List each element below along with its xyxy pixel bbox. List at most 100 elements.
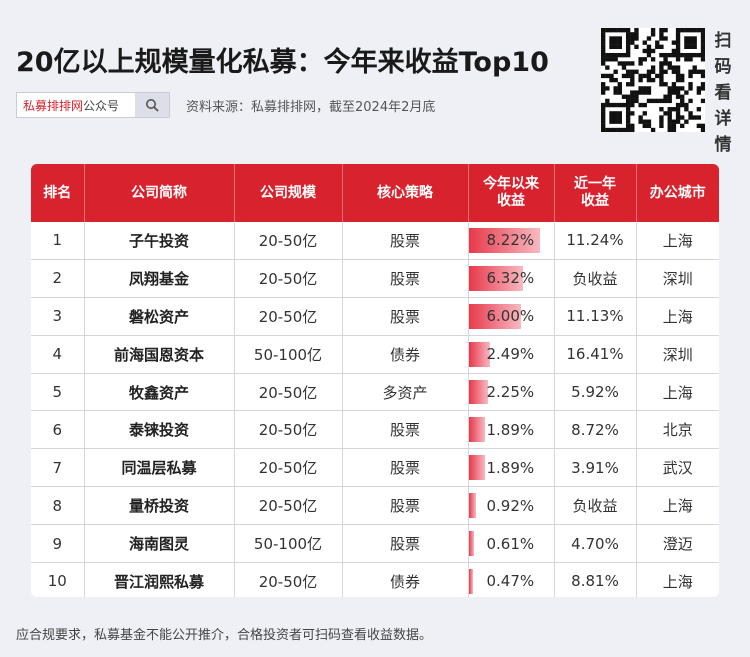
- ytd-return-cell: 8.22%: [468, 222, 555, 260]
- ytd-return-cell: 6.32%: [468, 259, 555, 298]
- ytd-return-value: 1.89%: [486, 420, 535, 439]
- search-box[interactable]: 私募排排网 公众号: [16, 92, 170, 118]
- table-row: 8 量桥投资 20-50亿 股票 0.92% 负收益 上海: [31, 486, 719, 526]
- city-cell: 上海: [636, 222, 719, 260]
- company-name-cell: 泰铼投资: [84, 410, 235, 450]
- header-company: 公司简称: [84, 164, 235, 222]
- scale-cell: 20-50亿: [234, 486, 343, 526]
- scan-label-char: 情: [714, 135, 732, 155]
- strategy-cell: 股票: [342, 297, 469, 336]
- scale-cell: 20-50亿: [234, 373, 343, 412]
- strategy-cell: 债券: [342, 335, 469, 374]
- strategy-cell: 股票: [342, 259, 469, 298]
- one-year-return-cell: 负收益: [554, 259, 637, 298]
- strategy-cell: 股票: [342, 524, 469, 564]
- header-rank: 排名: [31, 164, 85, 222]
- table-row: 10 晋江润熙私募 20-50亿 债券 0.47% 8.81% 上海: [31, 562, 719, 597]
- city-cell: 深圳: [636, 335, 719, 374]
- header-ytd-return: 今年以来 收益: [468, 164, 555, 222]
- header-scale: 公司规模: [234, 164, 343, 222]
- table-header-row: 排名 公司简称 公司规模 核心策略 今年以来 收益 近一年 收益 办公城市: [31, 164, 719, 222]
- rank-cell: 4: [31, 335, 85, 374]
- company-name-cell: 量桥投资: [84, 486, 235, 526]
- ytd-return-cell: 0.47%: [468, 562, 555, 597]
- search-icon: [146, 99, 159, 112]
- ytd-return-value: 8.22%: [486, 231, 535, 250]
- one-year-return-cell: 16.41%: [554, 335, 637, 374]
- table-row: 2 凤翔基金 20-50亿 股票 6.32% 负收益 深圳: [31, 259, 719, 298]
- city-cell: 上海: [636, 486, 719, 526]
- qr-code: [601, 28, 706, 133]
- ranking-table-card: 排名 公司简称 公司规模 核心策略 今年以来 收益 近一年 收益 办公城市 1 子午投资 20-50…: [31, 164, 719, 597]
- ytd-return-bar: [468, 265, 524, 291]
- rank-cell: 7: [31, 448, 85, 488]
- ytd-return-cell: 0.61%: [468, 524, 555, 564]
- compliance-note: 应合规要求，私募基金不能公开推介，合格投资者可扫码查看收益数据。: [16, 628, 433, 643]
- table-row: 5 牧鑫资产 20-50亿 多资产 2.25% 5.92% 上海: [31, 373, 719, 412]
- table-row: 1 子午投资 20-50亿 股票 8.22% 11.24% 上海: [31, 222, 719, 260]
- scan-label-char: 码: [714, 57, 732, 77]
- search-brand-text: 私募排排网: [23, 98, 84, 113]
- company-name-cell: 磐松资产: [84, 297, 235, 336]
- ytd-return-value: 6.32%: [486, 269, 535, 288]
- rank-cell: 1: [31, 222, 85, 260]
- ytd-return-bar: [468, 417, 485, 443]
- company-name-cell: 子午投资: [84, 222, 235, 260]
- ytd-return-bar: [468, 569, 473, 594]
- search-button[interactable]: [135, 93, 169, 117]
- ytd-return-value: 6.00%: [486, 307, 535, 326]
- table-row: 4 前海国恩资本 50-100亿 债券 2.49% 16.41% 深圳: [31, 335, 719, 374]
- header-strategy: 核心策略: [342, 164, 469, 222]
- page-title: 20亿以上规模量化私募：今年来收益Top10: [16, 47, 549, 78]
- rank-cell: 5: [31, 373, 85, 412]
- ytd-return-bar: [468, 531, 474, 557]
- company-name-cell: 海南图灵: [84, 524, 235, 564]
- company-name-cell: 晋江润熙私募: [84, 562, 235, 597]
- rank-cell: 6: [31, 410, 85, 450]
- ytd-return-value: 0.47%: [486, 572, 535, 591]
- ytd-return-bar: [468, 228, 540, 253]
- rank-cell: 3: [31, 297, 85, 336]
- rank-cell: 2: [31, 259, 85, 298]
- ytd-return-value: 1.89%: [486, 458, 535, 477]
- strategy-cell: 多资产: [342, 373, 469, 412]
- ytd-return-cell: 0.92%: [468, 486, 555, 526]
- city-cell: 深圳: [636, 259, 719, 298]
- scale-cell: 20-50亿: [234, 259, 343, 298]
- ytd-return-cell: 2.49%: [468, 335, 555, 374]
- ytd-return-cell: 1.89%: [468, 448, 555, 488]
- scan-label-char: 看: [714, 83, 732, 103]
- table-row: 3 磐松资产 20-50亿 股票 6.00% 11.13% 上海: [31, 297, 719, 336]
- rank-cell: 8: [31, 486, 85, 526]
- ytd-return-bar: [468, 455, 485, 481]
- one-year-return-cell: 负收益: [554, 486, 637, 526]
- scale-cell: 50-100亿: [234, 335, 343, 374]
- rank-cell: 9: [31, 524, 85, 564]
- data-source-note: 资料来源：私募排排网，截至2024年2月底: [186, 100, 436, 115]
- city-cell: 北京: [636, 410, 719, 450]
- scan-label-char: 详: [714, 109, 732, 129]
- strategy-cell: 股票: [342, 448, 469, 488]
- city-cell: 上海: [636, 373, 719, 412]
- one-year-return-cell: 5.92%: [554, 373, 637, 412]
- header-city: 办公城市: [636, 164, 719, 222]
- ytd-return-value: 0.92%: [486, 496, 535, 515]
- city-cell: 澄迈: [636, 524, 719, 564]
- search-account-text: 公众号: [83, 98, 120, 113]
- table-row: 7 同温层私募 20-50亿 股票 1.89% 3.91% 武汉: [31, 448, 719, 488]
- table-row: 6 泰铼投资 20-50亿 股票 1.89% 8.72% 北京: [31, 410, 719, 450]
- scale-cell: 20-50亿: [234, 222, 343, 260]
- table-row: 9 海南图灵 50-100亿 股票 0.61% 4.70% 澄迈: [31, 524, 719, 564]
- ytd-return-cell: 2.25%: [468, 373, 555, 412]
- strategy-cell: 股票: [342, 486, 469, 526]
- qr-code-icon: [601, 28, 706, 133]
- ytd-return-value: 2.49%: [486, 345, 535, 364]
- ytd-return-cell: 1.89%: [468, 410, 555, 450]
- scale-cell: 50-100亿: [234, 524, 343, 564]
- ytd-return-bar: [468, 303, 521, 329]
- one-year-return-cell: 8.81%: [554, 562, 637, 597]
- ytd-return-cell: 6.00%: [468, 297, 555, 336]
- ytd-return-bar: [468, 341, 491, 367]
- company-name-cell: 同温层私募: [84, 448, 235, 488]
- one-year-return-cell: 4.70%: [554, 524, 637, 564]
